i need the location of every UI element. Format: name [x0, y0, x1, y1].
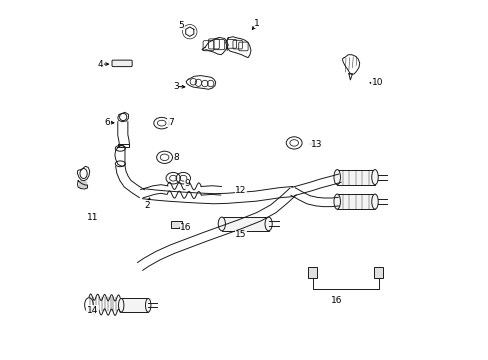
Text: 4: 4	[98, 60, 103, 69]
Text: 10: 10	[371, 78, 383, 87]
Text: 16: 16	[330, 296, 341, 305]
Text: 16: 16	[180, 223, 191, 232]
Text: 15: 15	[235, 230, 246, 239]
Ellipse shape	[118, 298, 123, 312]
Ellipse shape	[371, 170, 377, 185]
Text: 6: 6	[104, 118, 110, 127]
Text: 14: 14	[87, 306, 98, 315]
FancyBboxPatch shape	[374, 267, 382, 278]
Text: 11: 11	[87, 213, 98, 222]
Text: 12: 12	[235, 186, 246, 195]
FancyBboxPatch shape	[112, 60, 132, 67]
FancyBboxPatch shape	[171, 221, 182, 228]
Ellipse shape	[371, 194, 377, 209]
FancyBboxPatch shape	[307, 267, 316, 278]
Text: 5: 5	[178, 21, 184, 30]
Text: 13: 13	[310, 140, 322, 149]
Bar	[337, 194, 374, 209]
Bar	[222, 217, 268, 231]
Bar	[337, 170, 374, 185]
Ellipse shape	[333, 194, 340, 209]
Text: 7: 7	[167, 118, 173, 127]
Ellipse shape	[145, 298, 151, 312]
Ellipse shape	[264, 217, 272, 231]
Ellipse shape	[333, 170, 340, 185]
Ellipse shape	[218, 217, 225, 231]
Text: 1: 1	[254, 19, 260, 28]
Bar	[121, 298, 148, 312]
Text: 2: 2	[144, 201, 150, 210]
Text: 8: 8	[173, 153, 179, 162]
Text: 3: 3	[173, 82, 179, 91]
Text: 9: 9	[183, 179, 189, 188]
